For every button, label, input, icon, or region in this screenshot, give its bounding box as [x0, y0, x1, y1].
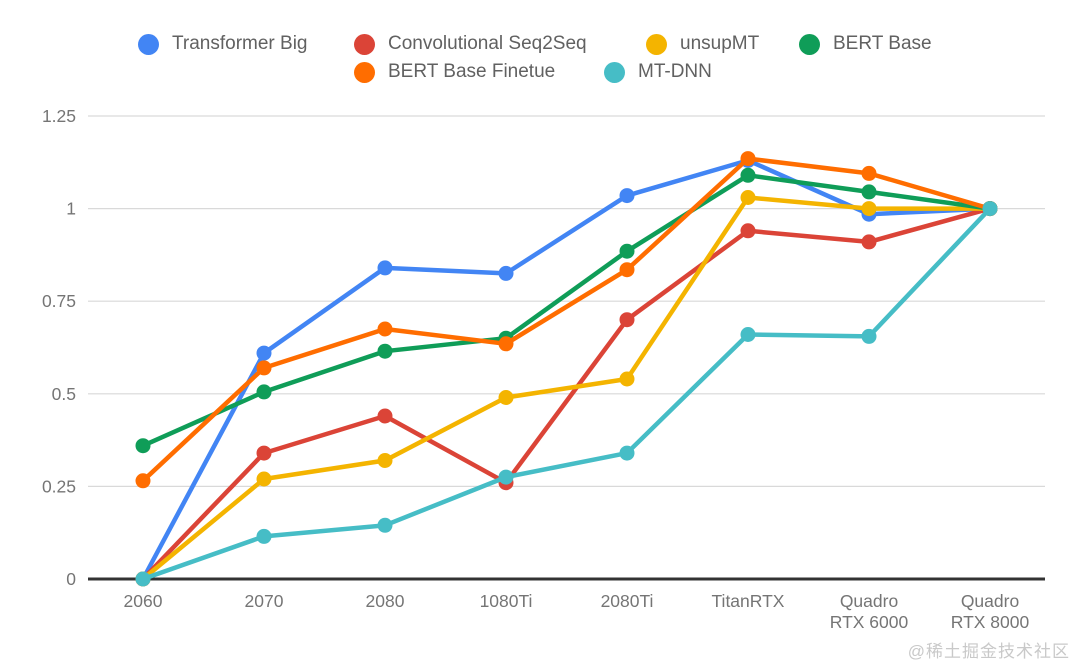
legend-item-unsupmt: unsupMT [646, 31, 759, 57]
x-axis-tick-label: 2070 [245, 591, 284, 611]
x-axis-tick-label: RTX 6000 [830, 612, 909, 632]
data-point-mt-dnn-2070 [256, 528, 272, 544]
data-point-unsupmt-titanrtx [740, 190, 756, 205]
data-point-transformer-big-2070 [256, 345, 272, 361]
data-point-bert-base-finetue-2060 [135, 473, 151, 489]
data-point-bert-base-2060 [135, 438, 151, 454]
x-axis-tick-label: Quadro [961, 591, 1019, 611]
x-axis-tick-label: RTX 8000 [951, 612, 1030, 632]
data-point-bert-base-finetue-quadro-rtx-6000 [861, 165, 877, 181]
x-axis-tick-label: TitanRTX [712, 591, 785, 611]
data-point-convolutional-seq2seq-titanrtx [740, 223, 756, 239]
data-point-bert-base-finetue-2080ti [619, 262, 635, 278]
x-axis-tick-label: Quadro [840, 591, 898, 611]
legend-dot-convolutional-seq2seq [354, 33, 375, 55]
data-point-unsupmt-quadro-rtx-6000 [861, 201, 877, 217]
data-point-unsupmt-2070 [256, 471, 272, 487]
data-point-bert-base-2080 [377, 343, 393, 359]
legend-item-bert-base: BERT Base [799, 31, 932, 57]
legend-dot-transformer-big [138, 33, 159, 55]
y-axis-tick-label: 0.25 [42, 476, 76, 496]
x-axis-tick-label: 2060 [124, 591, 163, 611]
chart-legend: Transformer Big Convolutional Seq2Seq unsu… [0, 0, 1080, 100]
data-point-unsupmt-2080 [377, 453, 393, 468]
data-point-mt-dnn-2080ti [619, 445, 635, 461]
data-point-bert-base-finetue-2070 [256, 360, 272, 376]
series-line-convolutional-seq2seq [140, 206, 993, 582]
y-axis-tick-label: 1.25 [42, 106, 76, 126]
y-axis-tick-label: 0.5 [52, 384, 76, 404]
legend-label: BERT Base Finetue [388, 61, 556, 82]
data-point-convolutional-seq2seq-2080ti [619, 312, 635, 328]
series-line-bert-base [140, 173, 993, 448]
data-point-mt-dnn-2060 [135, 571, 151, 587]
series-line-unsupmt [140, 195, 993, 582]
legend-item-bert-base-finetue: BERT Base Finetue [354, 59, 555, 85]
data-point-mt-dnn-titanrtx [740, 327, 756, 342]
x-axis-tick-label: 2080Ti [601, 591, 654, 611]
watermark-text: @稀土掘金技术社区 [907, 642, 1070, 661]
data-point-convolutional-seq2seq-2080 [377, 408, 393, 424]
legend-item-transformer-big: Transformer Big [138, 31, 308, 57]
data-point-bert-base-2080ti [619, 243, 635, 259]
y-axis-tick-label: 1 [66, 199, 76, 219]
data-point-mt-dnn-2080 [377, 517, 393, 533]
x-axis-tick-label: 1080Ti [480, 591, 533, 611]
legend-dot-mt-dnn [604, 61, 625, 83]
data-point-bert-base-finetue-2080 [377, 321, 393, 337]
legend-label: unsupMT [680, 33, 760, 54]
legend-item-mt-dnn: MT-DNN [604, 59, 712, 85]
legend-dot-unsupmt [646, 33, 667, 55]
data-point-bert-base-finetue-1080ti [498, 336, 514, 352]
legend-dot-bert-base-finetue [354, 61, 375, 83]
y-axis-tick-label: 0.75 [42, 291, 76, 311]
data-point-convolutional-seq2seq-2070 [256, 445, 272, 461]
data-point-unsupmt-2080ti [619, 371, 635, 387]
data-point-transformer-big-2080 [377, 260, 393, 276]
data-point-unsupmt-1080ti [498, 390, 514, 405]
legend-label: Convolutional Seq2Seq [388, 33, 587, 54]
series-line-mt-dnn [140, 206, 993, 582]
legend-label: BERT Base [833, 33, 932, 54]
data-point-mt-dnn-1080ti [498, 469, 514, 485]
data-point-convolutional-seq2seq-quadro-rtx-6000 [861, 234, 877, 250]
legend-label: Transformer Big [172, 33, 308, 54]
legend-dot-bert-base [799, 33, 820, 55]
data-point-bert-base-2070 [256, 384, 272, 400]
data-point-bert-base-titanrtx [740, 167, 756, 183]
series-line-bert-base-finetue [140, 156, 993, 484]
x-axis-tick-label: 2080 [366, 591, 405, 611]
legend-item-convolutional-seq2seq: Convolutional Seq2Seq [354, 31, 587, 57]
data-point-bert-base-quadro-rtx-6000 [861, 184, 877, 200]
data-point-mt-dnn-quadro-rtx-8000 [982, 201, 998, 217]
data-point-transformer-big-1080ti [498, 265, 514, 281]
data-point-bert-base-finetue-titanrtx [740, 151, 756, 167]
data-point-mt-dnn-quadro-rtx-6000 [861, 328, 877, 344]
y-axis-tick-label: 0 [66, 569, 76, 589]
legend-label: MT-DNN [638, 61, 712, 82]
data-point-transformer-big-2080ti [619, 188, 635, 204]
